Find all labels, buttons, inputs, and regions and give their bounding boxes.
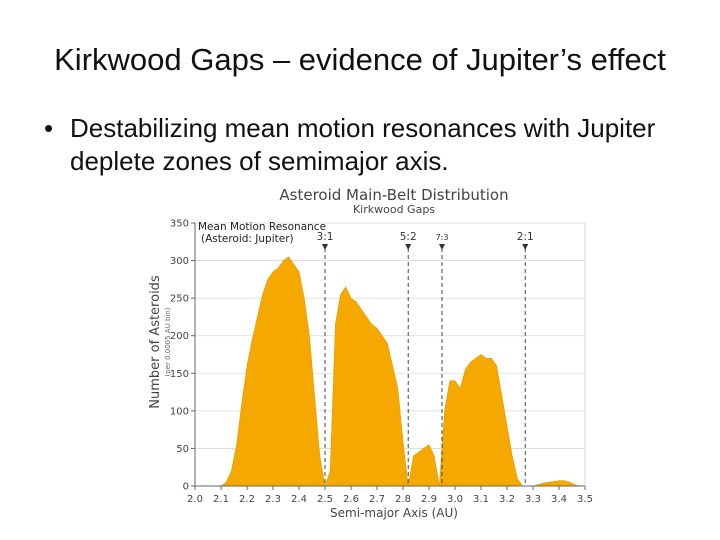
y-axis-label: Number of Asteroids (148, 275, 163, 409)
slide-title: Kirkwood Gaps – evidence of Jupiter’s ef… (54, 42, 666, 77)
x-tick-label-11: 3.1 (473, 494, 489, 505)
y-tick-label-4: 200 (170, 331, 189, 342)
y-tick-label-3: 150 (170, 369, 189, 380)
bullet-dot: • (44, 113, 54, 143)
legend-subtitle: (Asteroid: Jupiter) (201, 233, 294, 245)
x-tick-label-13: 3.3 (525, 494, 541, 505)
y-axis-sublabel: (per 0.0005 AU bin) (164, 307, 172, 376)
y-tick-label-5: 250 (170, 294, 189, 305)
area-layer (220, 256, 580, 487)
resonance-marker-3 (522, 244, 529, 250)
resonance-marker-1 (405, 244, 412, 250)
x-tick-label-0: 2.0 (187, 494, 203, 505)
resonance-layer: 3:1 5:2 7:3 2:1 (317, 231, 534, 486)
bullet-text: Destabilizing mean motion resonances wit… (70, 113, 656, 176)
y-tick-label-7: 350 (170, 219, 189, 230)
resonance-label-1: 5:2 (400, 231, 417, 243)
x-tick-label-5: 2.5 (317, 494, 333, 505)
resonance-label-0: 3:1 (317, 231, 334, 243)
chart-title: Asteroid Main-Belt Distribution (279, 186, 508, 204)
x-axis-label: Semi-major Axis (AU) (330, 506, 458, 520)
x-tick-label-1: 2.1 (213, 494, 229, 505)
x-tick-label-8: 2.8 (395, 494, 411, 505)
resonance-marker-2 (439, 244, 445, 250)
x-tick-label-9: 2.9 (421, 494, 437, 505)
x-tick-label-4: 2.4 (291, 494, 307, 505)
y-tick-label-1: 50 (176, 444, 189, 455)
x-tick-label-3: 2.3 (265, 494, 281, 505)
x-tick-label-14: 3.4 (551, 494, 567, 505)
y-tick-label-6: 300 (170, 256, 189, 267)
resonance-marker-0 (322, 244, 328, 250)
x-tick-label-12: 3.2 (499, 494, 515, 505)
x-tick-label-7: 2.7 (369, 494, 385, 505)
kirkwood-chart: Asteroid Main-Belt Distribution Kirkwood… (148, 186, 593, 520)
resonance-label-2: 7:3 (436, 233, 449, 242)
y-tick-label-0: 0 (183, 482, 189, 493)
tick-layer: 0 50 100 150 200 250 300 350 2.0 2.1 2.2 2.3 2.4 2.5 2… (170, 219, 593, 506)
axis-layer (194, 223, 586, 487)
distribution-area (220, 256, 580, 487)
chart-subtitle: Kirkwood Gaps (353, 203, 435, 216)
resonance-label-3: 2:1 (517, 231, 534, 243)
x-tick-label-2: 2.2 (239, 494, 255, 505)
x-tick-label-10: 3.0 (447, 494, 463, 505)
x-tick-label-6: 2.6 (343, 494, 359, 505)
legend-title: Mean Motion Resonance (198, 221, 326, 233)
y-tick-label-2: 100 (170, 406, 189, 417)
x-tick-label-15: 3.5 (577, 494, 593, 505)
